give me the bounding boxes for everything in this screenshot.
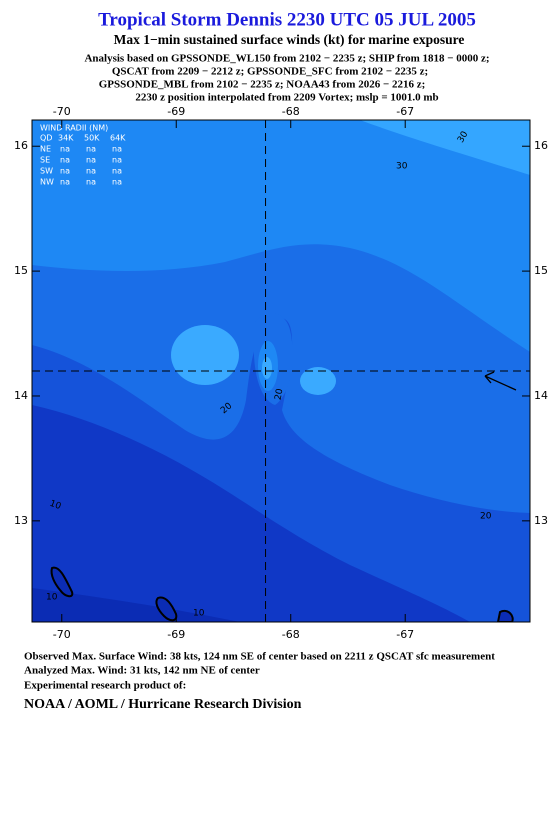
region	[360, 120, 530, 175]
table-cell: na	[86, 178, 96, 187]
contour-label: 10	[48, 499, 62, 512]
footer-line: Observed Max. Surface Wind: 38 kts, 124 …	[24, 651, 495, 663]
table-cell: NW	[40, 178, 54, 187]
analysis-line: QSCAT from 2209 − 2212 z; GPSSONDE_SFC f…	[112, 66, 428, 78]
x-tick-label: -68	[282, 628, 300, 641]
island	[496, 610, 514, 622]
table-header: QD	[40, 134, 52, 143]
footer-line: Analyzed Max. Wind: 31 kts, 142 nm NE of…	[24, 665, 260, 677]
table-cell: na	[86, 167, 96, 176]
y-tick-label: 16	[14, 139, 28, 152]
contour-label: 10	[193, 609, 205, 619]
x-tick-label: -69	[167, 628, 185, 641]
table-title: WIND RADII (NM)	[40, 124, 108, 133]
contour-labels: 30 30 20 20 20 10 10 10	[46, 130, 492, 619]
y-tick-label: 13	[534, 514, 548, 527]
footer: Observed Max. Surface Wind: 38 kts, 124 …	[24, 651, 495, 713]
region	[32, 588, 240, 622]
table-cell: na	[60, 156, 70, 165]
table-cell: SW	[40, 167, 53, 176]
y-tick-label: 14	[14, 389, 28, 402]
contour-label: 30	[396, 162, 408, 172]
motion-arrow	[484, 371, 517, 391]
subtitle: Max 1−min sustained surface winds (kt) f…	[114, 32, 465, 47]
table-cell: NE	[40, 145, 51, 154]
region	[171, 325, 239, 385]
y-tick-label: 15	[534, 264, 548, 277]
y-tick-label: 16	[534, 139, 548, 152]
table-cell: na	[112, 178, 122, 187]
contour-label: 20	[274, 388, 286, 401]
table-header: 64K	[110, 134, 126, 143]
x-tick-label: -67	[396, 105, 414, 118]
footer-line: Experimental research product of:	[24, 680, 186, 692]
island	[155, 596, 178, 622]
title: Tropical Storm Dennis 2230 UTC 05 JUL 20…	[98, 9, 476, 30]
y-tick-label: 15	[14, 264, 28, 277]
table-header: 34K	[58, 134, 74, 143]
contour-label: 20	[480, 512, 492, 522]
table-header: 50K	[84, 134, 100, 143]
island	[50, 566, 74, 598]
table-cell: na	[112, 145, 122, 154]
organization: NOAA / AOML / Hurricane Research Divisio…	[24, 697, 302, 712]
region	[262, 357, 272, 379]
y-tick-label: 14	[534, 389, 548, 402]
table-cell: na	[60, 167, 70, 176]
region	[300, 367, 336, 395]
analysis-line: 2230 z position interpolated from 2209 V…	[135, 92, 438, 104]
table-cell: na	[86, 145, 96, 154]
y-tick-label: 13	[14, 514, 28, 527]
table-cell: na	[60, 145, 70, 154]
wind-field	[32, 120, 530, 622]
table-cell: na	[112, 167, 122, 176]
analysis-line: GPSSONDE_MBL from 2102 − 2235 z; NOAA43 …	[99, 79, 426, 91]
analysis-line: Analysis based on GPSSONDE_WL150 from 21…	[84, 53, 489, 65]
contour-label: 10	[46, 593, 58, 603]
table-cell: na	[86, 156, 96, 165]
x-tick-label: -67	[396, 628, 414, 641]
table-cell: na	[60, 178, 70, 187]
x-tick-label: -70	[53, 105, 71, 118]
region	[32, 405, 470, 622]
x-tick-label: -69	[167, 105, 185, 118]
x-tick-label: -70	[53, 628, 71, 641]
wind-radii-table: WIND RADII (NM) QD 34K 50K 64K NE na na na SE na n…	[40, 124, 126, 187]
table-cell: na	[112, 156, 122, 165]
x-tick-label: -68	[282, 105, 300, 118]
table-cell: SE	[40, 156, 50, 165]
